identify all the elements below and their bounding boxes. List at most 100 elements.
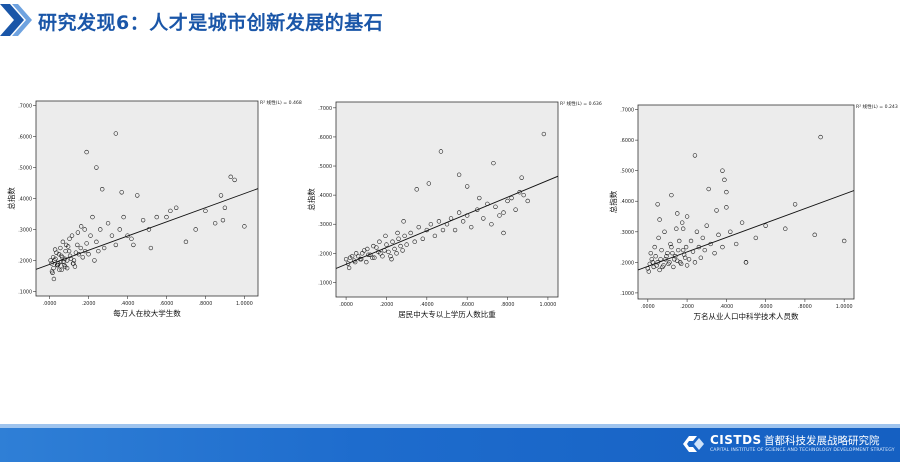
data-point <box>665 250 670 256</box>
data-point <box>360 251 365 256</box>
y-tick-label: .4000 <box>620 199 634 205</box>
data-point <box>52 247 58 252</box>
data-point <box>113 131 119 136</box>
data-point <box>684 263 690 268</box>
data-point <box>88 233 93 238</box>
data-point <box>692 260 698 265</box>
data-point <box>69 233 75 238</box>
x-tick-label: .8000 <box>199 301 213 307</box>
data-point <box>664 254 669 259</box>
data-point <box>428 222 434 227</box>
data-point <box>481 216 486 221</box>
y-tick-label: .5000 <box>620 169 634 175</box>
data-point <box>678 260 683 265</box>
data-point <box>456 210 462 215</box>
data-point <box>64 265 70 271</box>
y-tick-label: .2000 <box>318 251 332 257</box>
data-point <box>720 168 725 173</box>
data-point <box>743 260 749 265</box>
data-point <box>394 251 399 256</box>
data-point <box>84 241 89 246</box>
data-point <box>440 227 446 233</box>
data-point <box>521 192 526 198</box>
data-point <box>475 207 480 212</box>
data-point <box>90 214 95 220</box>
scatter-plot-2: .1000 .2000 .3000 .4000 .5000 .6000 .7000 .0000… <box>306 100 602 319</box>
x-tick-label: .4000 <box>121 301 135 307</box>
data-point <box>58 245 63 251</box>
data-point <box>416 224 421 230</box>
data-point <box>72 264 78 269</box>
data-point <box>220 217 226 223</box>
data-point <box>56 252 62 257</box>
x-axis-label: 万名从业人口中科学技术人员数 <box>694 311 799 321</box>
data-point <box>646 269 651 274</box>
x-tick-label: 1.0000 <box>540 302 557 308</box>
data-point <box>183 239 189 245</box>
brand-chinese-name: 首都科技发展战略研究院 <box>764 435 880 447</box>
data-point <box>662 229 667 234</box>
data-point <box>370 255 375 260</box>
plot-area <box>35 100 259 297</box>
data-point <box>491 160 496 166</box>
data-point <box>135 193 140 198</box>
data-point <box>242 224 247 229</box>
data-point <box>671 264 676 270</box>
data-point <box>686 257 692 262</box>
data-point <box>218 193 224 198</box>
data-point <box>383 233 388 239</box>
data-point <box>669 244 674 250</box>
data-point <box>119 190 124 195</box>
chart-1: .1000 .2000 .3000 .4000 .5000 .6000 .7000 .0000… <box>0 86 302 346</box>
data-point <box>148 245 154 251</box>
x-tick-label: 1.0000 <box>236 301 253 307</box>
data-point <box>842 238 847 244</box>
data-point <box>71 258 77 263</box>
data-point <box>174 205 179 210</box>
data-point <box>412 239 417 244</box>
data-point <box>739 220 745 225</box>
chart-3: .1000 .2000 .3000 .4000 .5000 .6000 .7000 .0000… <box>600 86 900 346</box>
data-point <box>438 149 444 154</box>
r-squared-label: R² 线性(L) = 0.468 <box>260 99 302 106</box>
data-point <box>366 252 371 257</box>
data-point <box>525 198 530 204</box>
x-tick-label: .0000 <box>641 304 655 310</box>
x-tick-label: .6000 <box>160 301 174 307</box>
y-axis-label: 总指数 <box>608 190 618 213</box>
data-point <box>372 255 377 260</box>
data-point <box>82 227 87 232</box>
data-point <box>684 214 690 219</box>
y-tick-label: .1000 <box>18 289 32 295</box>
x-tick-label: .2000 <box>82 301 96 307</box>
data-point <box>648 250 653 256</box>
r-squared-label: R² 线性(L) = 0.636 <box>560 100 602 107</box>
data-point <box>497 213 502 218</box>
data-point <box>792 202 798 207</box>
y-tick-label: .2000 <box>620 260 634 266</box>
data-point <box>477 195 482 201</box>
data-point <box>714 208 719 213</box>
data-point <box>404 242 409 247</box>
data-point <box>657 217 662 222</box>
data-point <box>465 184 470 189</box>
data-point <box>109 233 115 238</box>
data-point <box>59 267 64 272</box>
data-point <box>212 221 218 226</box>
y-tick-label: .4000 <box>318 193 332 199</box>
x-tick-label: .2000 <box>680 304 694 310</box>
data-point <box>658 257 663 262</box>
plot-area <box>637 104 855 300</box>
data-point <box>818 134 823 140</box>
data-point <box>79 224 84 229</box>
data-point <box>78 245 83 251</box>
y-tick-label: .7000 <box>620 108 634 114</box>
data-point <box>704 223 709 228</box>
data-point <box>356 254 361 259</box>
data-point <box>436 219 442 224</box>
data-point <box>670 250 675 256</box>
y-tick-label: .1000 <box>620 291 634 297</box>
data-point <box>660 264 665 270</box>
data-point <box>105 221 111 226</box>
y-tick-label: .3000 <box>620 230 634 236</box>
